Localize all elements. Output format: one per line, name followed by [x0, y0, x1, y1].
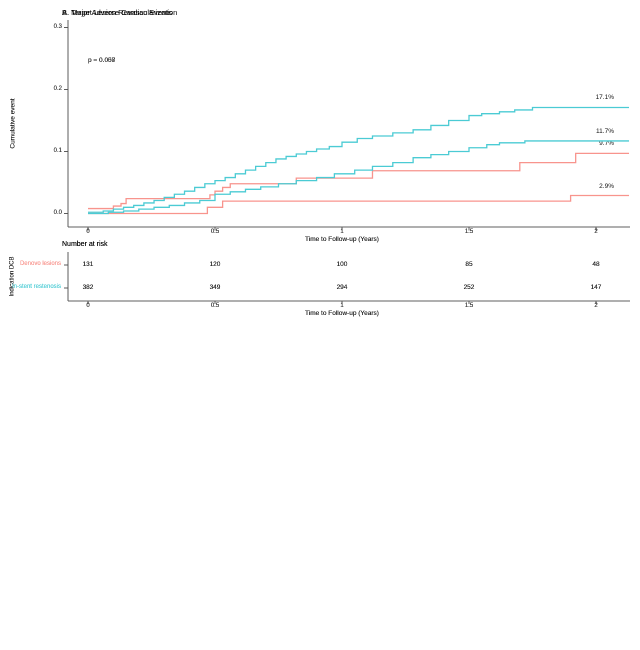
x-tick-label: 1	[340, 229, 344, 235]
y-tick-label: 0.0	[53, 210, 62, 216]
x-tick-label: 0.5	[210, 229, 220, 235]
risk-count: 252	[463, 284, 475, 291]
risk-x-tick-label: 2	[594, 303, 598, 309]
risk-table-title: Number at risk	[62, 241, 108, 248]
risk-x-tick-label: 2	[594, 303, 598, 309]
risk-count: 382	[82, 284, 94, 291]
curve-end-label: 17.1%	[595, 94, 614, 102]
risk-x-tick-label: 1.5	[464, 303, 474, 309]
risk-row-label: Denovo lesions	[19, 261, 61, 267]
risk-x-tick-label: 0.5	[210, 303, 220, 309]
risk-count: 120	[209, 261, 221, 268]
risk-count: 131	[82, 261, 94, 268]
km-curve	[88, 140, 630, 215]
y-axis-title: Cumulative event	[9, 98, 17, 149]
y-tick-label: 0.3	[53, 24, 62, 30]
x-tick-label: 1.5	[464, 229, 474, 235]
risk-count: 294	[336, 284, 348, 291]
x-tick-label: 0	[86, 229, 90, 235]
km-plot-b-canvas	[64, 20, 630, 304]
x-tick-label: 2	[594, 229, 598, 235]
panel-title: B. Target Lesion Revascularization	[62, 8, 178, 17]
risk-count: 382	[82, 284, 94, 291]
risk-count: 100	[336, 261, 348, 268]
risk-count: 85	[465, 261, 473, 268]
risk-x-tick-label: 1	[340, 303, 344, 309]
curve-end-label: 2.9%	[599, 182, 614, 190]
risk-group-axis-label: Indication DCB	[9, 256, 16, 297]
km-curve	[88, 194, 630, 215]
x-tick-label: 0	[86, 229, 90, 235]
risk-x-tick-label: 1	[340, 303, 344, 309]
risk-count: 349	[209, 284, 221, 291]
risk-x-tick-label: 0	[86, 303, 90, 309]
risk-count: 147	[590, 284, 602, 291]
risk-x-tick-label: 1.5	[464, 303, 474, 309]
x-axis-title: Time to Follow-up (Years)	[305, 236, 379, 243]
x-tick-label: 1.5	[464, 229, 474, 235]
risk-count: 294	[336, 284, 348, 291]
risk-row-label: In-stent restenosis	[11, 284, 61, 290]
p-value-annotation: p = 0.007	[88, 57, 116, 64]
panel-title: A. Major Adverse Cardiac Events	[62, 8, 173, 17]
risk-row-label: Denovo lesions	[19, 261, 61, 267]
risk-x-axis-title: Time to Follow-up (Years)	[305, 310, 379, 317]
risk-table-title: Number at risk	[62, 241, 108, 248]
curve-end-label: 9.7%	[599, 140, 614, 148]
risk-count: 100	[336, 261, 348, 268]
risk-x-tick-label: 0.5	[210, 303, 220, 309]
y-tick-label: 0.0	[53, 210, 62, 216]
x-axis-title: Time to Follow-up (Years)	[305, 236, 379, 243]
risk-count: 131	[82, 261, 94, 268]
y-tick-label: 0.3	[53, 24, 62, 30]
y-tick-label: 0.1	[53, 148, 62, 154]
risk-count: 48	[592, 261, 600, 268]
curve-end-label: 11.7%	[596, 127, 614, 135]
x-tick-label: 2	[594, 229, 598, 235]
km-curve	[88, 106, 630, 213]
y-tick-label: 0.2	[53, 86, 62, 92]
risk-row-label: In-stent restenosis	[11, 284, 61, 290]
risk-count: 120	[209, 261, 221, 268]
risk-x-axis-title: Time to Follow-up (Years)	[305, 310, 379, 317]
risk-count: 147	[590, 284, 602, 291]
x-tick-label: 1	[340, 229, 344, 235]
panel-b-tlr: B. Target Lesion Revascularization p = 0…	[9, 8, 630, 317]
risk-count: 349	[209, 284, 221, 291]
risk-count: 48	[592, 261, 600, 268]
risk-count: 252	[463, 284, 475, 291]
risk-x-tick-label: 0	[86, 303, 90, 309]
km-curve	[88, 152, 630, 210]
risk-count: 85	[465, 261, 473, 268]
p-value-annotation: p = 0.058	[88, 57, 116, 64]
y-tick-label: 0.2	[53, 86, 62, 92]
y-tick-label: 0.1	[53, 148, 62, 154]
x-tick-label: 0.5	[210, 229, 220, 235]
